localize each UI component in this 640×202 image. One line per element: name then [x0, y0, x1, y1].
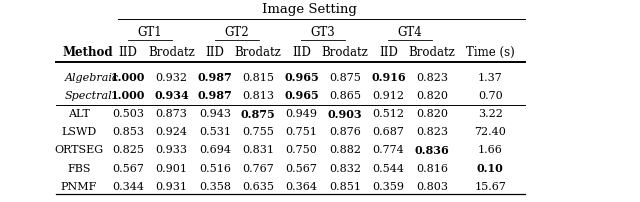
Text: 0.774: 0.774 [372, 145, 404, 156]
Text: 3.22: 3.22 [478, 109, 502, 119]
Text: 0.567: 0.567 [285, 164, 317, 174]
Text: 0.831: 0.831 [242, 145, 274, 156]
Text: 0.751: 0.751 [285, 127, 317, 137]
Text: Brodatz: Brodatz [321, 46, 369, 59]
Text: 0.816: 0.816 [416, 164, 448, 174]
Text: 0.820: 0.820 [416, 109, 448, 119]
Text: 0.875: 0.875 [329, 73, 361, 83]
Text: 0.823: 0.823 [416, 127, 448, 137]
Text: 0.903: 0.903 [328, 109, 362, 120]
Text: 0.873: 0.873 [156, 109, 188, 119]
Text: ALT: ALT [68, 109, 90, 119]
Text: 0.803: 0.803 [416, 182, 448, 192]
Text: 0.931: 0.931 [156, 182, 188, 192]
Text: 1.66: 1.66 [478, 145, 502, 156]
Text: 72.40: 72.40 [474, 127, 506, 137]
Text: 0.531: 0.531 [199, 127, 231, 137]
Text: ORTSEG: ORTSEG [54, 145, 103, 156]
Text: 0.916: 0.916 [371, 72, 406, 83]
Text: Spectral: Spectral [65, 91, 112, 101]
Text: Algebraic: Algebraic [65, 73, 119, 83]
Text: 0.943: 0.943 [199, 109, 231, 119]
Text: 0.851: 0.851 [329, 182, 361, 192]
Text: 0.687: 0.687 [372, 127, 404, 137]
Text: 0.344: 0.344 [112, 182, 144, 192]
Text: 0.364: 0.364 [285, 182, 317, 192]
Text: 0.503: 0.503 [112, 109, 144, 119]
Text: 0.965: 0.965 [284, 72, 319, 83]
Text: 0.987: 0.987 [198, 90, 232, 101]
Text: PNMF: PNMF [61, 182, 97, 192]
Text: Brodatz: Brodatz [148, 46, 195, 59]
Text: 0.10: 0.10 [477, 163, 504, 174]
Text: 0.865: 0.865 [329, 91, 361, 101]
Text: 1.000: 1.000 [111, 72, 145, 83]
Text: 0.912: 0.912 [372, 91, 404, 101]
Text: 0.767: 0.767 [242, 164, 274, 174]
Text: 0.825: 0.825 [112, 145, 144, 156]
Text: 0.755: 0.755 [242, 127, 274, 137]
Text: Brodatz: Brodatz [408, 46, 456, 59]
Text: IID: IID [292, 46, 311, 59]
Text: 0.512: 0.512 [372, 109, 404, 119]
Text: 15.67: 15.67 [474, 182, 506, 192]
Text: Image Setting: Image Setting [262, 3, 356, 16]
Text: 0.949: 0.949 [285, 109, 317, 119]
Text: 0.544: 0.544 [372, 164, 404, 174]
Text: 0.815: 0.815 [242, 73, 274, 83]
Text: IID: IID [379, 46, 398, 59]
Text: 0.932: 0.932 [156, 73, 188, 83]
Text: 0.820: 0.820 [416, 91, 448, 101]
Text: 0.934: 0.934 [154, 90, 189, 101]
Text: GT2: GT2 [225, 26, 249, 39]
Text: IID: IID [205, 46, 225, 59]
Text: GT1: GT1 [138, 26, 162, 39]
Text: 0.924: 0.924 [156, 127, 188, 137]
Text: 0.813: 0.813 [242, 91, 274, 101]
Text: Method: Method [63, 46, 113, 59]
Text: 0.933: 0.933 [156, 145, 188, 156]
Text: 0.516: 0.516 [199, 164, 231, 174]
Text: 0.832: 0.832 [329, 164, 361, 174]
Text: 0.882: 0.882 [329, 145, 361, 156]
Text: 0.359: 0.359 [372, 182, 404, 192]
Text: 0.836: 0.836 [415, 145, 449, 156]
Text: 0.987: 0.987 [198, 72, 232, 83]
Text: 0.876: 0.876 [329, 127, 361, 137]
Text: Time (s): Time (s) [466, 46, 515, 59]
Text: 0.750: 0.750 [285, 145, 317, 156]
Text: 0.358: 0.358 [199, 182, 231, 192]
Text: 0.853: 0.853 [112, 127, 144, 137]
Text: 0.567: 0.567 [112, 164, 144, 174]
Text: 0.694: 0.694 [199, 145, 231, 156]
Text: 1.37: 1.37 [478, 73, 502, 83]
Text: 1.000: 1.000 [111, 90, 145, 101]
Text: Brodatz: Brodatz [234, 46, 282, 59]
Text: IID: IID [118, 46, 138, 59]
Text: 0.965: 0.965 [284, 90, 319, 101]
Text: 0.635: 0.635 [242, 182, 274, 192]
Text: 0.70: 0.70 [478, 91, 502, 101]
Text: 0.823: 0.823 [416, 73, 448, 83]
Text: GT4: GT4 [398, 26, 422, 39]
Text: 0.875: 0.875 [241, 109, 275, 120]
Text: LSWD: LSWD [61, 127, 97, 137]
Text: FBS: FBS [67, 164, 90, 174]
Text: 0.901: 0.901 [156, 164, 188, 174]
Text: GT3: GT3 [311, 26, 335, 39]
